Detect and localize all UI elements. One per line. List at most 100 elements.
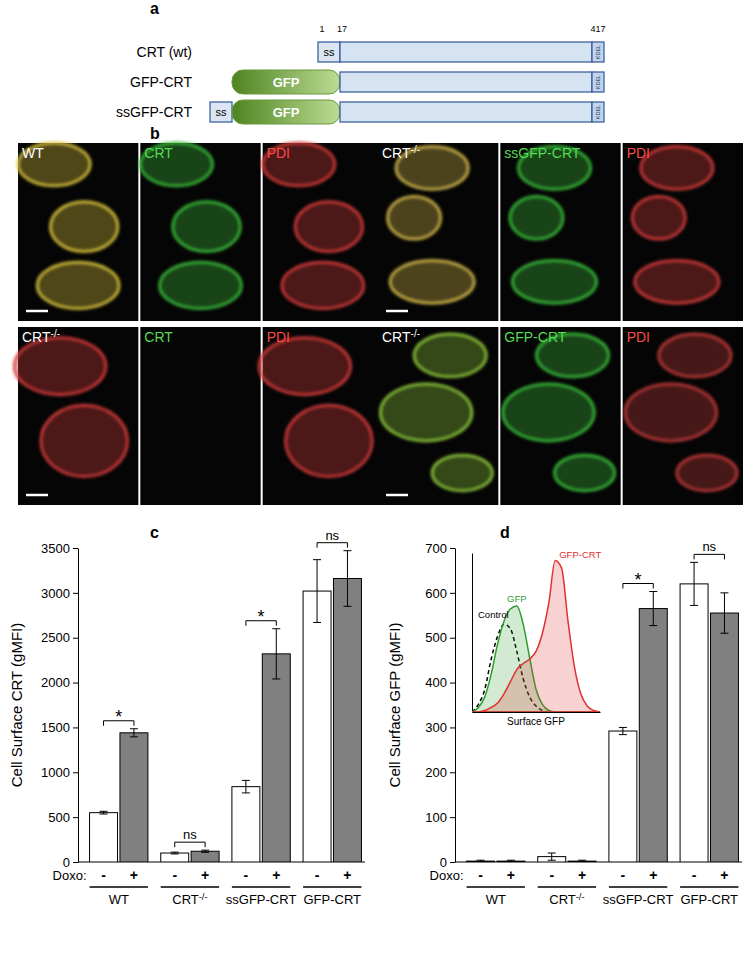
bar [639,609,667,862]
cell [295,202,362,252]
error-cap [100,814,108,815]
cell [512,260,596,303]
text-part: CRT [382,329,411,345]
cell [635,260,719,303]
error-cap [507,860,515,861]
y-tick-mark [73,593,78,594]
error-cap [649,591,657,592]
error-stem [347,551,348,607]
y-tick-label: 600 [425,586,447,601]
error-bar [343,551,351,607]
construct: ssGFP-CRTssGFPKDEL [116,100,604,124]
group-underline [161,886,219,888]
construct-name: GFP-CRT [130,74,192,90]
y-axis [472,554,473,713]
cell [432,455,492,491]
micrograph [378,327,498,505]
group-underline [538,886,596,888]
group-underline [609,886,667,888]
y-tick-label: 100 [425,810,447,825]
cell [140,143,212,186]
text-part: CRT [172,892,199,907]
x-tick-label: WT [109,892,129,907]
cell [41,405,128,476]
image-label: CRT [144,145,173,161]
crt-body [340,72,592,92]
superscript: -/- [411,328,421,339]
cell [503,384,594,441]
x-tick-label: ssGFP-CRT [226,892,297,907]
error-bar [548,853,556,860]
y-tick-mark [73,817,78,818]
y-tick-label: 1500 [41,720,70,735]
crt-body [340,102,592,122]
y-tick-mark [450,593,455,594]
cell [282,262,364,308]
y-tick: 200 [425,765,455,780]
y-tick: 100 [425,810,455,825]
significance-label: ns [325,528,339,543]
motif-box [592,102,604,122]
cell [625,384,716,441]
part-label: GFP [273,105,300,120]
image-label: CRT-/- [382,144,420,161]
panel-label: a [150,0,159,17]
image-label: PDI [627,145,650,161]
bar [497,861,525,862]
cell [259,338,350,395]
error-cap [477,862,485,863]
cell [390,260,474,303]
error-stem [724,593,725,633]
error-bar [477,860,485,862]
group-underline [680,886,738,888]
error-bar [242,780,250,793]
bar [710,613,738,862]
series-label: - [172,867,177,883]
bar [467,861,495,862]
error-stem [245,780,246,793]
error-stem [133,729,134,737]
y-tick-label: 200 [425,765,447,780]
error-cap [720,633,728,634]
error-cap [578,862,586,863]
error-bar [619,727,627,734]
text-part: CRT [549,892,576,907]
y-tick-mark [450,638,455,639]
y-tick: 500 [48,810,78,825]
bar-chart: d0100200300400500600700Cell Surface GFP … [386,524,742,907]
bar [191,851,219,862]
significance-label: * [635,570,642,590]
scale-bar [386,494,408,497]
cell [286,405,373,476]
y-tick-mark [73,862,78,863]
error-cap [130,728,138,729]
y-tick-label: 2000 [41,675,70,690]
y-tick-label: 2500 [41,630,70,645]
error-cap [201,852,209,853]
bar [232,787,260,862]
series-label: + [272,867,280,883]
x-axis-line [473,712,601,713]
series-label: + [578,867,586,883]
y-tick: 2000 [41,675,78,690]
series-label: GFP-CRT [559,549,601,560]
error-bar [272,629,280,679]
image-label: PDI [627,329,650,345]
cell [641,147,713,190]
y-axis-line [472,554,473,713]
plot-area [90,551,362,862]
x-tick-label: CRT-/- [549,892,584,907]
inset-chart: Surface GFPControlGFPGFP-CRT [472,549,601,727]
motif-box [592,42,604,62]
series-label: - [315,867,320,883]
error-bar [313,560,321,623]
figure: aCRT (wt)ssKDELGFP-CRTGFPKDELssGFP-CRTss… [0,0,747,969]
error-bar [578,860,586,862]
series-label: Control [478,609,509,620]
error-cap [649,625,657,626]
error-stem [622,727,623,734]
y-tick-label: 400 [425,675,447,690]
construct-name: ssGFP-CRT [116,104,192,120]
image-panel: CRT-/-ssGFP-CRTPDI [378,143,743,321]
series-label: - [621,867,626,883]
